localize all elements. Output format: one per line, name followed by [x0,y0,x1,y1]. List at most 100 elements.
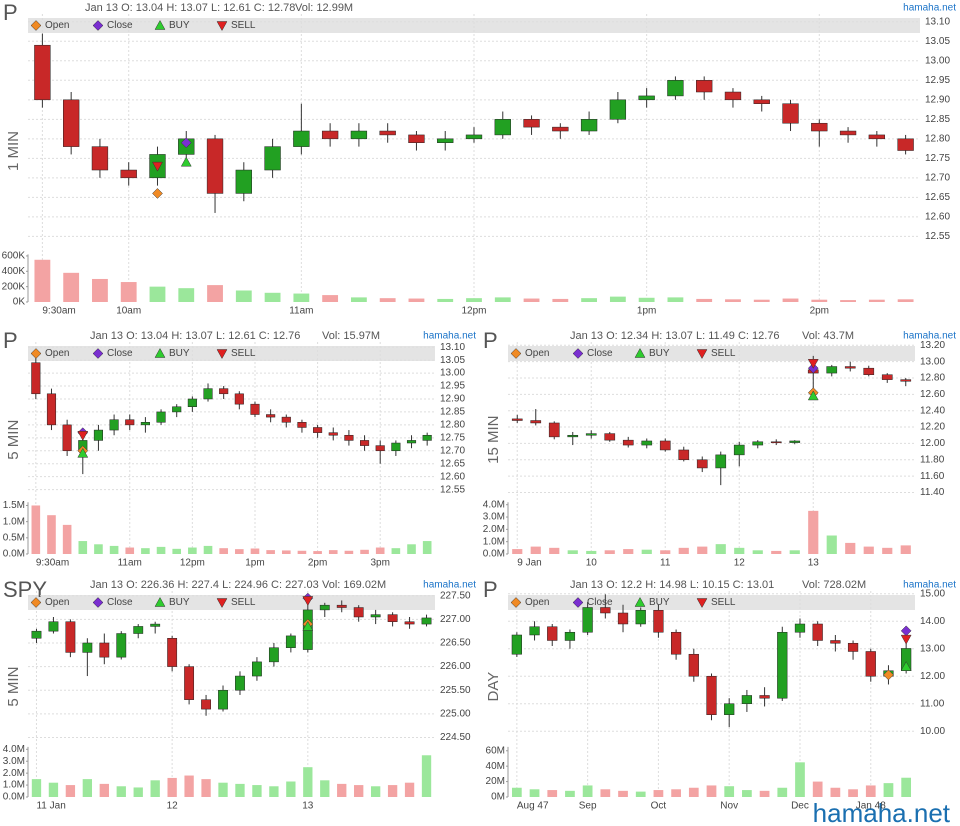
legend-marker [634,596,646,607]
candle-body [617,612,629,625]
candle-body [281,416,291,423]
candle-body [184,666,195,700]
legend-label: Close [107,20,133,31]
candle-body [724,703,735,715]
candle-body [733,444,745,456]
legend-label: Close [587,348,613,359]
volume-bar [286,781,296,797]
y-tick-label: 13.05 [440,355,465,366]
y-tick-label: 227.50 [440,590,471,601]
candle-body [297,422,307,428]
candle-body [353,607,364,618]
candle-body [82,642,93,653]
candle-body [847,642,859,652]
volume-bar [82,779,93,797]
volume-bar [62,524,72,554]
volume-bar [99,783,109,797]
volume-bar [600,789,611,797]
candle-body [585,433,597,436]
candle-body [422,434,432,441]
y-tick-label: 12.70 [440,445,465,456]
y-tick-label: 12.80 [925,133,950,144]
candle-body [794,623,806,633]
y-tick-label: 224.50 [440,732,471,743]
legend-marker [92,20,104,31]
y-tick-label: 12.55 [925,231,950,242]
candle-body [336,604,347,608]
volume-bar [404,782,415,797]
candle-body [387,614,398,622]
x-tick-label: Sep [579,801,597,812]
candle-body [567,434,579,438]
x-tick-label: 10 [586,558,598,569]
candle-body [344,434,354,441]
legend-label: Close [107,597,133,608]
volume-bar [250,548,260,554]
period: 5 MIN [5,667,22,707]
candle-body [156,411,166,423]
x-tick-label: 11 Jan [36,801,65,812]
symbol: SPY [3,577,47,602]
volume-bar [581,298,598,302]
volume-tick-label: 0.0M [483,549,505,560]
volume-bar [65,785,76,797]
y-tick-label: 12.70 [925,172,950,183]
candle-body [511,418,523,421]
volume-bar [671,789,681,797]
candle-body [34,44,51,101]
legend-marker [510,348,522,359]
x-tick-label: 10am [116,306,141,317]
candle-body [548,422,560,438]
candle-body [897,138,914,151]
legend-bar [28,595,435,610]
volume-bar [688,787,699,797]
y-tick-label: 12.65 [440,458,465,469]
signal-marker [180,156,192,167]
x-tick-label: 9:30am [42,306,75,317]
volume-bar [667,297,684,302]
volume-bar [840,300,856,302]
signal-marker [77,447,89,458]
candle-body [635,609,646,625]
signal-marker [807,359,819,369]
candle-body [379,130,396,136]
volume-tick-label: 0.5M [3,532,25,543]
x-tick-label: 12 [167,801,179,812]
candle-body [752,441,764,446]
candle-body [264,146,281,171]
signal-marker [152,161,163,172]
volume-bar [759,790,770,797]
volume-bar [752,550,763,554]
y-tick-label: 12.80 [920,373,945,384]
candle-body [609,99,627,120]
candle-body [777,631,788,699]
legend-label: BUY [649,348,670,359]
x-tick-label: 2pm [308,558,327,569]
candle-body [350,130,368,140]
y-tick-label: 12.85 [925,114,950,125]
candle-body [724,91,742,101]
volume-bar [203,545,213,554]
candle-body [319,604,330,611]
y-tick-label: 12.95 [440,381,465,392]
volume-bar [549,547,560,554]
period: DAY [485,672,502,702]
y-tick-label: 12.00 [920,671,945,682]
volume-bar [266,550,275,554]
candle-body [529,626,540,636]
legend-label: Open [525,348,549,359]
x-tick-label: Dec [791,801,809,812]
y-tick-label: 13.00 [440,368,465,379]
watermark: hamaha.net [813,798,951,826]
volume-bar [604,550,615,554]
legend-label: Open [525,597,549,608]
candle-body [511,634,522,655]
symbol: P [3,0,18,25]
candle-body [252,661,262,677]
volume-bar [31,505,41,554]
candle-body [62,424,72,452]
legend-marker [154,347,166,358]
candle-body [437,138,454,143]
volume-bar [812,781,823,797]
